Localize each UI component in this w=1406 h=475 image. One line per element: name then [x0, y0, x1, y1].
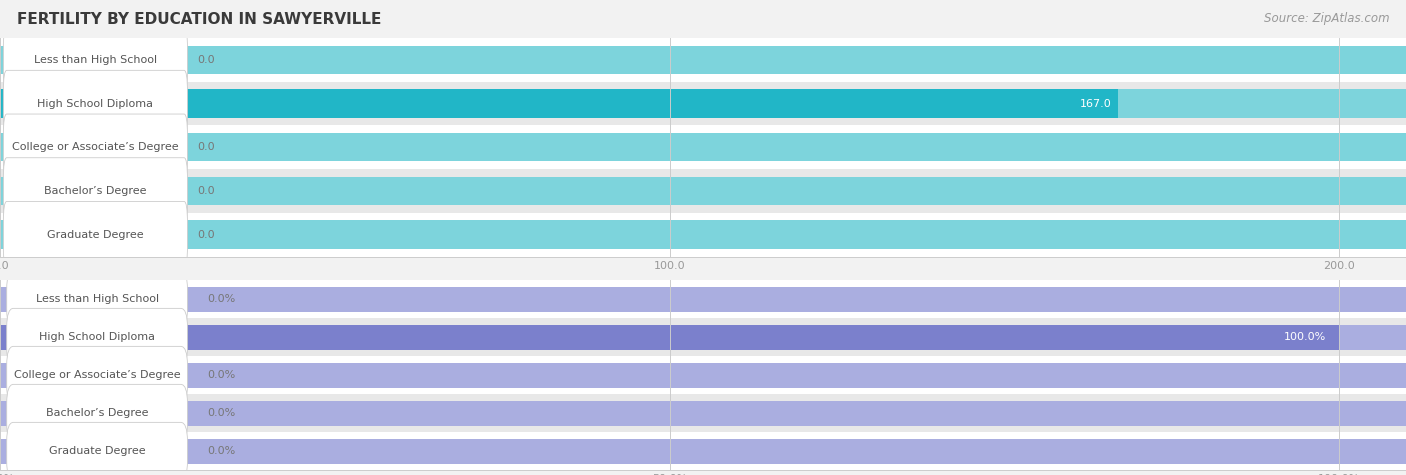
- Bar: [0, 89, 1406, 118]
- FancyBboxPatch shape: [7, 384, 187, 442]
- FancyBboxPatch shape: [7, 422, 187, 475]
- Bar: [0, 363, 1406, 388]
- Text: Bachelor’s Degree: Bachelor’s Degree: [44, 186, 146, 196]
- Text: Source: ZipAtlas.com: Source: ZipAtlas.com: [1264, 12, 1389, 25]
- Text: 0.0: 0.0: [197, 229, 215, 240]
- Bar: [0, 133, 1406, 162]
- Bar: [0, 356, 1406, 394]
- Text: 0.0%: 0.0%: [208, 294, 236, 304]
- Bar: [0, 432, 1406, 470]
- Text: Less than High School: Less than High School: [34, 55, 157, 65]
- Bar: [0, 46, 1406, 74]
- Bar: [0, 280, 1406, 318]
- FancyBboxPatch shape: [7, 308, 187, 366]
- Bar: [0, 394, 1406, 432]
- Bar: [0, 439, 1406, 464]
- Text: 0.0%: 0.0%: [208, 408, 236, 418]
- Bar: [0, 177, 1406, 205]
- Text: High School Diploma: High School Diploma: [38, 98, 153, 109]
- Bar: [0, 125, 1406, 169]
- FancyBboxPatch shape: [3, 158, 187, 224]
- FancyBboxPatch shape: [3, 114, 187, 180]
- Text: 0.0: 0.0: [197, 186, 215, 196]
- Text: Less than High School: Less than High School: [35, 294, 159, 304]
- Bar: [0, 318, 1406, 356]
- FancyBboxPatch shape: [3, 27, 187, 93]
- Bar: [0, 89, 1118, 118]
- Bar: [0, 169, 1406, 213]
- Text: Graduate Degree: Graduate Degree: [46, 229, 143, 240]
- Bar: [0, 213, 1406, 256]
- FancyBboxPatch shape: [3, 201, 187, 268]
- Text: FERTILITY BY EDUCATION IN SAWYERVILLE: FERTILITY BY EDUCATION IN SAWYERVILLE: [17, 12, 381, 27]
- Bar: [0, 325, 1406, 350]
- Bar: [0, 401, 1406, 426]
- Bar: [0, 325, 1339, 350]
- FancyBboxPatch shape: [7, 346, 187, 404]
- Text: Bachelor’s Degree: Bachelor’s Degree: [46, 408, 148, 418]
- Text: 0.0%: 0.0%: [208, 446, 236, 456]
- Text: 0.0: 0.0: [197, 55, 215, 65]
- Text: College or Associate’s Degree: College or Associate’s Degree: [13, 142, 179, 152]
- Text: Graduate Degree: Graduate Degree: [49, 446, 145, 456]
- Text: College or Associate’s Degree: College or Associate’s Degree: [14, 370, 180, 380]
- Text: 0.0: 0.0: [197, 142, 215, 152]
- Text: High School Diploma: High School Diploma: [39, 332, 155, 342]
- Bar: [0, 38, 1406, 82]
- Text: 167.0: 167.0: [1080, 98, 1111, 109]
- FancyBboxPatch shape: [7, 270, 187, 328]
- FancyBboxPatch shape: [3, 70, 187, 137]
- Bar: [0, 82, 1406, 125]
- Text: 0.0%: 0.0%: [208, 370, 236, 380]
- Bar: [0, 220, 1406, 249]
- Text: 100.0%: 100.0%: [1284, 332, 1326, 342]
- Bar: [0, 287, 1406, 312]
